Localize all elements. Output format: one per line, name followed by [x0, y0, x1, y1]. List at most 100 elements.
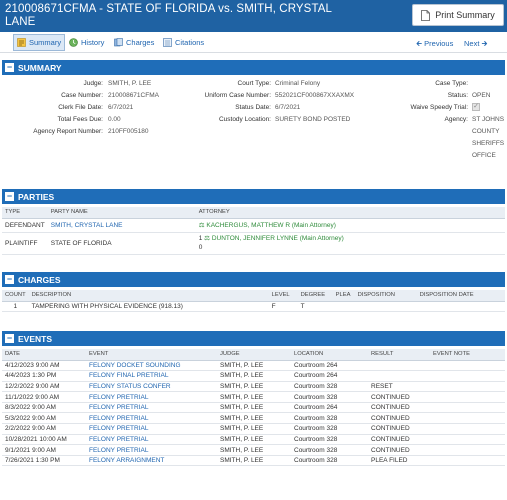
tab-citations[interactable]: Citations: [160, 34, 207, 51]
agency-value-line-1: ST JOHNS: [472, 116, 505, 123]
event-row: 5/3/2022 9:00 AM FELONY PRETRIAL SMITH, P.…: [2, 412, 505, 425]
event-result: CONTINUED: [368, 444, 430, 456]
agency-value-line-3: SHERIFFS: [472, 140, 505, 147]
collapse-icon[interactable]: −: [5, 333, 14, 343]
attorney-extra: 0: [198, 244, 203, 251]
tab-citations-label: Citations: [175, 38, 205, 47]
parties-header-row: TYPE PARTY NAME ATTORNEY: [2, 207, 505, 219]
events-header[interactable]: − EVENTS: [2, 331, 505, 346]
collapse-icon[interactable]: −: [5, 191, 14, 201]
event-judge: SMITH, P. LEE: [217, 455, 291, 467]
arrow-left-icon: 🡰: [416, 39, 423, 48]
event-link[interactable]: FELONY PRETRIAL: [89, 393, 149, 401]
agency-label: Agency:: [444, 116, 469, 123]
total-fees-value: 0.00: [108, 116, 121, 123]
event-link[interactable]: FELONY PRETRIAL: [89, 435, 149, 443]
previous-link[interactable]: 🡰 Previous: [416, 38, 453, 51]
event-location: Courtroom 328: [291, 434, 368, 446]
event-link[interactable]: FELONY PRETRIAL: [89, 446, 149, 454]
summary-header[interactable]: − SUMMARY: [2, 60, 505, 75]
agency-report-number-label: Agency Report Number:: [33, 128, 103, 135]
column-header: COUNT: [2, 290, 29, 302]
event-row: 10/28/2021 10:00 AM FELONY PRETRIAL SMITH,…: [2, 434, 505, 446]
event-location: Courtroom 328: [291, 444, 368, 456]
column-header: DESCRIPTION: [28, 290, 269, 302]
event-date: 9/1/2021 9:00 AM: [2, 444, 86, 456]
event-link[interactable]: FELONY DOCKET SOUNDING: [89, 361, 181, 369]
events-header-row: DATE EVENT JUDGE LOCATION RESULT EVENT N…: [2, 349, 505, 361]
event-link[interactable]: FELONY PRETRIAL: [89, 404, 149, 412]
agency-value-line-2: COUNTY: [472, 128, 500, 135]
summary-body: Judge: SMITH, P. LEE Case Number: 210008…: [2, 75, 505, 189]
charges-header-row: COUNT DESCRIPTION LEVEL DEGREE PLEA DISP…: [2, 290, 505, 302]
print-summary-button[interactable]: Print Summary: [412, 4, 504, 26]
event-judge: SMITH, P. LEE: [217, 402, 291, 414]
event-result: PLEA FILED: [368, 455, 430, 467]
uniform-case-number-label: Uniform Case Number:: [204, 92, 271, 99]
parties-header[interactable]: − PARTIES: [2, 189, 505, 204]
attorney-icon: ⚖: [204, 235, 210, 242]
charge-count: 1: [2, 301, 29, 313]
event-row: 11/1/2022 9:00 AM FELONY PRETRIAL SMITH, P…: [2, 391, 505, 403]
column-header: PARTY NAME: [47, 207, 196, 219]
tab-history-label: History: [81, 38, 105, 47]
parties-title: PARTIES: [18, 191, 55, 202]
event-result: CONTINUED: [368, 391, 430, 403]
charges-icon: [114, 38, 123, 47]
collapse-icon[interactable]: −: [5, 62, 14, 72]
attorney-link[interactable]: DUNTON, JENNIFER LYNNE (Main Attorney): [211, 235, 344, 242]
events-section: − EVENTS DATE EVENT JUDGE LOCATION RESUL…: [2, 331, 505, 467]
event-date: 2/2/2022 9:00 AM: [2, 423, 86, 435]
event-location: Courtroom 264: [291, 360, 368, 372]
collapse-icon[interactable]: −: [5, 274, 14, 284]
charges-table: COUNT DESCRIPTION LEVEL DEGREE PLEA DISP…: [2, 290, 505, 313]
event-date: 10/28/2021 10:00 AM: [2, 434, 86, 446]
case-nav-bar: Summary History Charges Citations 🡰 Prev…: [0, 32, 507, 53]
event-result: CONTINUED: [368, 412, 430, 425]
next-link[interactable]: Next 🡲: [464, 38, 488, 51]
document-icon: [421, 9, 431, 21]
column-header: RESULT: [368, 349, 430, 361]
tab-history[interactable]: History: [66, 34, 107, 51]
event-link[interactable]: FELONY STATUS CONFER: [89, 382, 171, 390]
event-link[interactable]: FELONY ARRAIGNMENT: [89, 457, 165, 465]
attorney-link[interactable]: KACHERGUS, MATTHEW R (Main Attorney): [206, 222, 336, 229]
event-location: Courtroom 328: [291, 412, 368, 425]
column-header: EVENT NOTE: [430, 349, 505, 361]
status-label: Status:: [447, 92, 468, 99]
court-type-label: Court Type:: [237, 80, 271, 87]
status-date-label: Status Date:: [235, 104, 271, 111]
party-name: STATE OF FLORIDA: [47, 232, 196, 255]
event-link[interactable]: FELONY FINAL PRETRIAL: [89, 372, 169, 380]
event-link[interactable]: FELONY PRETRIAL: [89, 414, 149, 422]
event-result: CONTINUED: [368, 434, 430, 446]
event-date: 4/12/2023 9:00 AM: [2, 360, 86, 372]
event-result: CONTINUED: [368, 402, 430, 414]
previous-label: Previous: [424, 39, 454, 48]
event-row: 2/2/2022 9:00 AM FELONY PRETRIAL SMITH, P.…: [2, 423, 505, 435]
event-judge: SMITH, P. LEE: [217, 444, 291, 456]
party-row: PLAINTIFF STATE OF FLORIDA 1 ⚖ DUNTON, J…: [2, 232, 505, 255]
tab-charges[interactable]: Charges: [111, 34, 157, 51]
custody-location-label: Custody Location:: [218, 116, 271, 123]
event-row: 12/2/2022 9:00 AM FELONY STATUS CONFER SMI…: [2, 381, 505, 393]
tab-summary[interactable]: Summary: [13, 34, 66, 51]
event-note: [430, 381, 505, 393]
column-header: JUDGE: [217, 349, 291, 361]
case-title-bar: 210008671CFMA - STATE OF FLORIDA vs. SMI…: [0, 0, 507, 32]
party-name-link[interactable]: SMITH, CRYSTAL LANE: [50, 221, 123, 229]
charge-description: TAMPERING WITH PHYSICAL EVIDENCE (918.13…: [28, 301, 269, 313]
event-link[interactable]: FELONY PRETRIAL: [89, 425, 149, 433]
event-location: Courtroom 328: [291, 391, 368, 403]
party-row: DEFENDANT SMITH, CRYSTAL LANE ⚖ KACHERGU…: [2, 218, 505, 233]
event-judge: SMITH, P. LEE: [217, 391, 291, 403]
column-header: PLEA: [332, 290, 355, 302]
event-note: [430, 434, 505, 446]
events-title: EVENTS: [18, 333, 53, 344]
citations-icon: [163, 38, 172, 47]
event-row: 9/1/2021 9:00 AM FELONY PRETRIAL SMITH, P.…: [2, 444, 505, 456]
charges-header[interactable]: − CHARGES: [2, 272, 505, 287]
event-location: Courtroom 264: [291, 402, 368, 414]
event-judge: SMITH, P. LEE: [217, 370, 291, 382]
event-result: CONTINUED: [368, 423, 430, 435]
